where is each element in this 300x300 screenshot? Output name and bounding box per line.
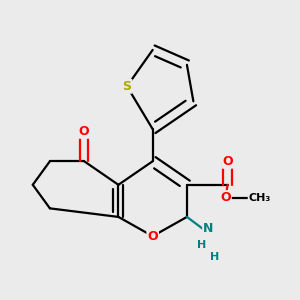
- Text: H: H: [197, 240, 207, 250]
- Text: O: O: [222, 155, 233, 168]
- Text: N: N: [203, 222, 214, 235]
- Text: S: S: [122, 80, 131, 93]
- Text: CH₃: CH₃: [249, 193, 271, 202]
- Text: O: O: [147, 230, 158, 243]
- Text: O: O: [79, 125, 89, 138]
- Text: H: H: [210, 251, 219, 262]
- Text: O: O: [220, 191, 231, 204]
